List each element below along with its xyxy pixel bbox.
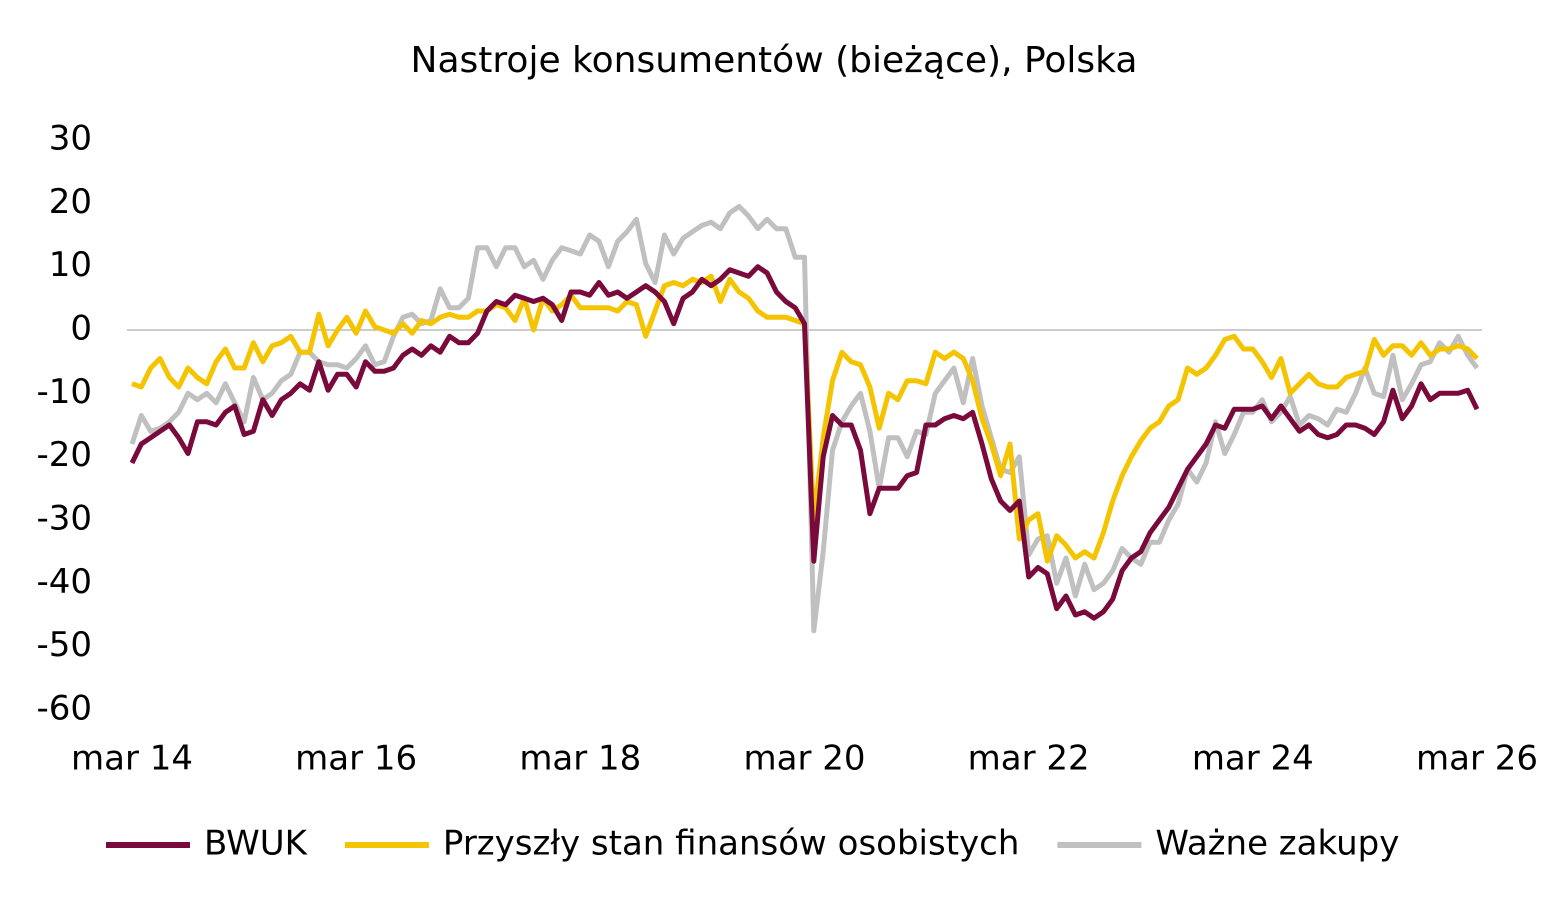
y-tick-label: -60 <box>36 689 92 729</box>
y-tick-label: -20 <box>36 435 92 475</box>
series-line <box>129 264 1480 621</box>
legend-label: BWUK <box>204 824 309 864</box>
y-tick-label: -50 <box>36 625 92 665</box>
x-tick-label: mar 16 <box>295 739 417 779</box>
legend-label: Przyszły stan finansów osobistych <box>443 824 1019 864</box>
x-tick-label: mar 18 <box>519 739 641 779</box>
y-tick-label: 0 <box>70 309 92 349</box>
y-tick-label: 10 <box>49 245 92 285</box>
y-tick-label: 20 <box>49 182 92 222</box>
series-line <box>129 204 1480 634</box>
y-tick-label: -30 <box>36 499 92 539</box>
chart-title: Nastroje konsumentów (bieżące), Polska <box>411 40 1138 81</box>
x-tick-label: mar 22 <box>968 739 1090 779</box>
x-tick-label: mar 24 <box>1192 739 1314 779</box>
x-tick-label: mar 20 <box>743 739 865 779</box>
legend-label: Ważne zakupy <box>1155 824 1399 864</box>
x-tick-label: mar 14 <box>71 739 193 779</box>
y-tick-label: 30 <box>49 119 92 159</box>
x-tick-label: mar 26 <box>1416 739 1538 779</box>
y-tick-label: -10 <box>36 372 92 412</box>
y-tick-label: -40 <box>36 562 92 602</box>
